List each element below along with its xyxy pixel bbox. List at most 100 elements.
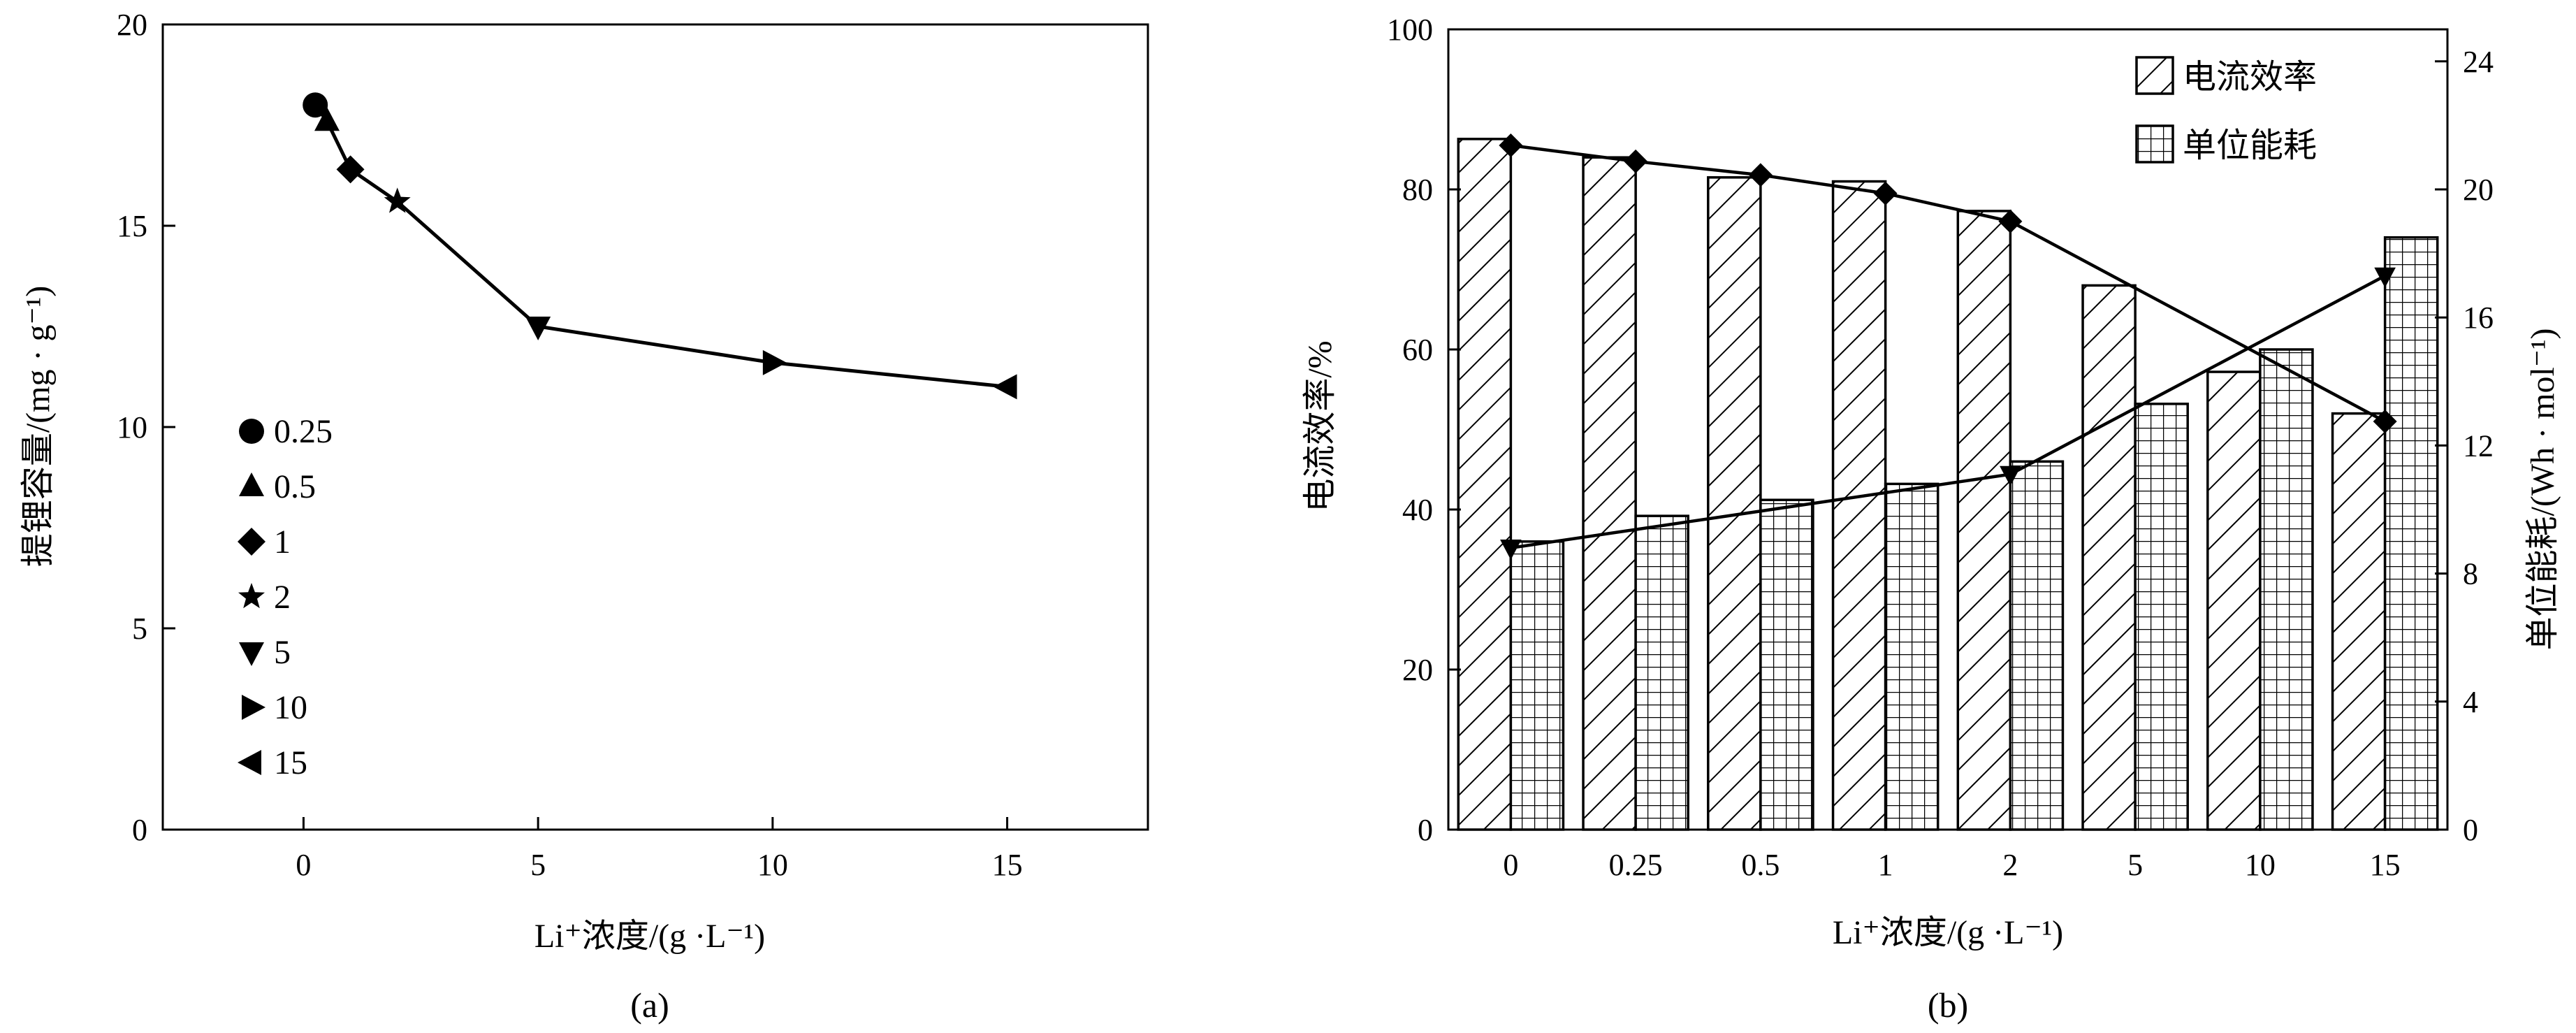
y-axis-right-b: 0 4 8 12 16 20 24 — [2435, 45, 2494, 847]
x-tick-label-b: 15 — [2370, 848, 2401, 882]
bar-efficiency — [1956, 210, 2012, 831]
panel-a-chart: 0 5 10 15 20 0 5 10 15 0.25 0.5 1 2 5 10 15 Li⁺浓度/(g … — [20, 8, 1149, 1025]
legend-marker-a — [242, 695, 265, 720]
efficiency-trend-line — [1511, 143, 2386, 424]
legend-label-a: 1 — [274, 523, 291, 561]
efficiency-trend-point — [1873, 181, 1898, 205]
bar-efficiency — [1831, 180, 1887, 831]
bar-energy — [2383, 236, 2439, 831]
legend-a: 0.25 0.5 1 2 5 10 15 — [238, 413, 333, 781]
bar-energy — [2259, 348, 2314, 831]
data-point-a — [525, 317, 551, 340]
x-tick-label-a: 10 — [757, 848, 788, 882]
x-tick-label-b: 10 — [2245, 848, 2276, 882]
efficiency-trend-point — [1624, 149, 1648, 173]
bar-efficiency — [2206, 370, 2262, 831]
y-tick-label-b: 80 — [1402, 173, 1433, 207]
y-tick-label-right-b: 0 — [2463, 813, 2478, 847]
x-axis-a: 0 5 10 15 — [296, 817, 1023, 882]
data-point-a — [336, 155, 365, 184]
x-tick-label-b: 0 — [1503, 848, 1518, 882]
data-points-a — [303, 92, 1017, 400]
series-lines-b — [1499, 133, 2397, 560]
y-tick-label-right-b: 4 — [2463, 685, 2478, 719]
data-point-a — [384, 187, 411, 213]
bar-efficiency — [1707, 176, 1762, 831]
x-tick-label-a: 0 — [296, 848, 311, 882]
bar-efficiency — [1582, 156, 1637, 831]
data-point-a — [303, 92, 328, 118]
efficiency-trend-point — [1998, 209, 2023, 233]
legend-marker-a — [238, 750, 261, 775]
efficiency-trend-point — [2373, 410, 2397, 434]
legend-label-b: 电流效率 — [2183, 59, 2317, 96]
data-point-a — [993, 374, 1017, 400]
legend-marker-a — [238, 528, 265, 556]
bar-energy — [1634, 514, 1689, 831]
legend-label-a: 0.25 — [274, 413, 333, 450]
y-tick-label-right-b: 16 — [2463, 301, 2494, 335]
efficiency-trend-point — [1748, 163, 1773, 187]
y-tick-label-right-b: 12 — [2463, 428, 2494, 463]
bar-efficiency — [1457, 138, 1513, 831]
bar-energy — [1884, 482, 1940, 831]
x-tick-label-a: 5 — [530, 848, 546, 882]
y-tick-label-right-b: 24 — [2463, 45, 2494, 79]
legend-label-a: 2 — [274, 579, 291, 616]
y-tick-label-a: 20 — [117, 8, 147, 42]
x-tick-label-b: 5 — [2127, 848, 2143, 882]
x-axis-b: 0 0.25 0.5 1 2 5 10 15 — [1503, 848, 2400, 882]
y-tick-label-b: 40 — [1402, 493, 1433, 527]
efficiency-trend-point — [1499, 133, 1523, 158]
bar-efficiency — [2081, 284, 2137, 831]
y-tick-label-b: 20 — [1402, 653, 1433, 687]
x-tick-label-b: 1 — [1878, 848, 1893, 882]
y-tick-label-a: 15 — [117, 209, 147, 243]
y-axis-label-left-b: 电流效率/% — [1302, 340, 1339, 512]
x-axis-label-a: Li⁺浓度/(g ·L⁻¹) — [534, 918, 765, 955]
legend-marker-a — [238, 583, 265, 609]
data-point-a — [314, 107, 340, 131]
plot-frame-b — [1447, 28, 2449, 831]
energy-trend-point — [2000, 465, 2021, 486]
energy-trend-point — [2374, 267, 2396, 288]
legend-label-a: 15 — [274, 744, 307, 781]
legend-label-a: 5 — [274, 634, 291, 671]
y-tick-label-right-b: 20 — [2463, 173, 2494, 207]
data-point-a — [762, 349, 787, 375]
bar-energy — [1509, 540, 1565, 831]
legend-label-a: 0.5 — [274, 468, 316, 505]
bar-energy — [1759, 498, 1814, 831]
x-tick-label-b: 0.25 — [1609, 848, 1663, 882]
panel-label-b: (b) — [1928, 985, 1968, 1025]
bar-energy — [2009, 460, 2065, 831]
legend-label-b: 单位能耗 — [2183, 127, 2317, 164]
y-axis-label-a: 提锂容量/(mg · g⁻¹) — [20, 286, 57, 567]
legend-swatch-b — [2135, 56, 2174, 95]
legend-swatch-b — [2135, 124, 2174, 164]
y-axis-left-b: 0 20 40 60 80 100 — [1387, 13, 1461, 847]
y-tick-label-right-b: 8 — [2463, 557, 2478, 591]
legend-label-a: 10 — [274, 689, 307, 726]
x-axis-label-b: Li⁺浓度/(g ·L⁻¹) — [1833, 914, 2063, 951]
x-tick-label-b: 0.5 — [1741, 848, 1780, 882]
panel-label-a: (a) — [630, 985, 669, 1025]
y-tick-label-a: 0 — [132, 813, 147, 847]
y-tick-label-a: 5 — [132, 612, 147, 646]
y-tick-label-a: 10 — [117, 410, 147, 445]
energy-trend-point — [1500, 540, 1522, 560]
x-tick-label-b: 2 — [2002, 848, 2018, 882]
bar-efficiency — [2331, 412, 2387, 831]
series-line-a — [314, 103, 1007, 389]
y-axis-label-right-b: 单位能耗/(Wh · mol⁻¹) — [2524, 328, 2561, 651]
y-axis-a: 0 5 10 15 20 — [117, 8, 175, 847]
bar-energy — [2134, 403, 2189, 831]
y-tick-label-b: 0 — [1418, 813, 1433, 847]
legend-marker-a — [239, 472, 264, 496]
legend-marker-a — [239, 642, 264, 666]
y-tick-label-b: 100 — [1387, 13, 1433, 47]
y-tick-label-b: 60 — [1402, 333, 1433, 367]
